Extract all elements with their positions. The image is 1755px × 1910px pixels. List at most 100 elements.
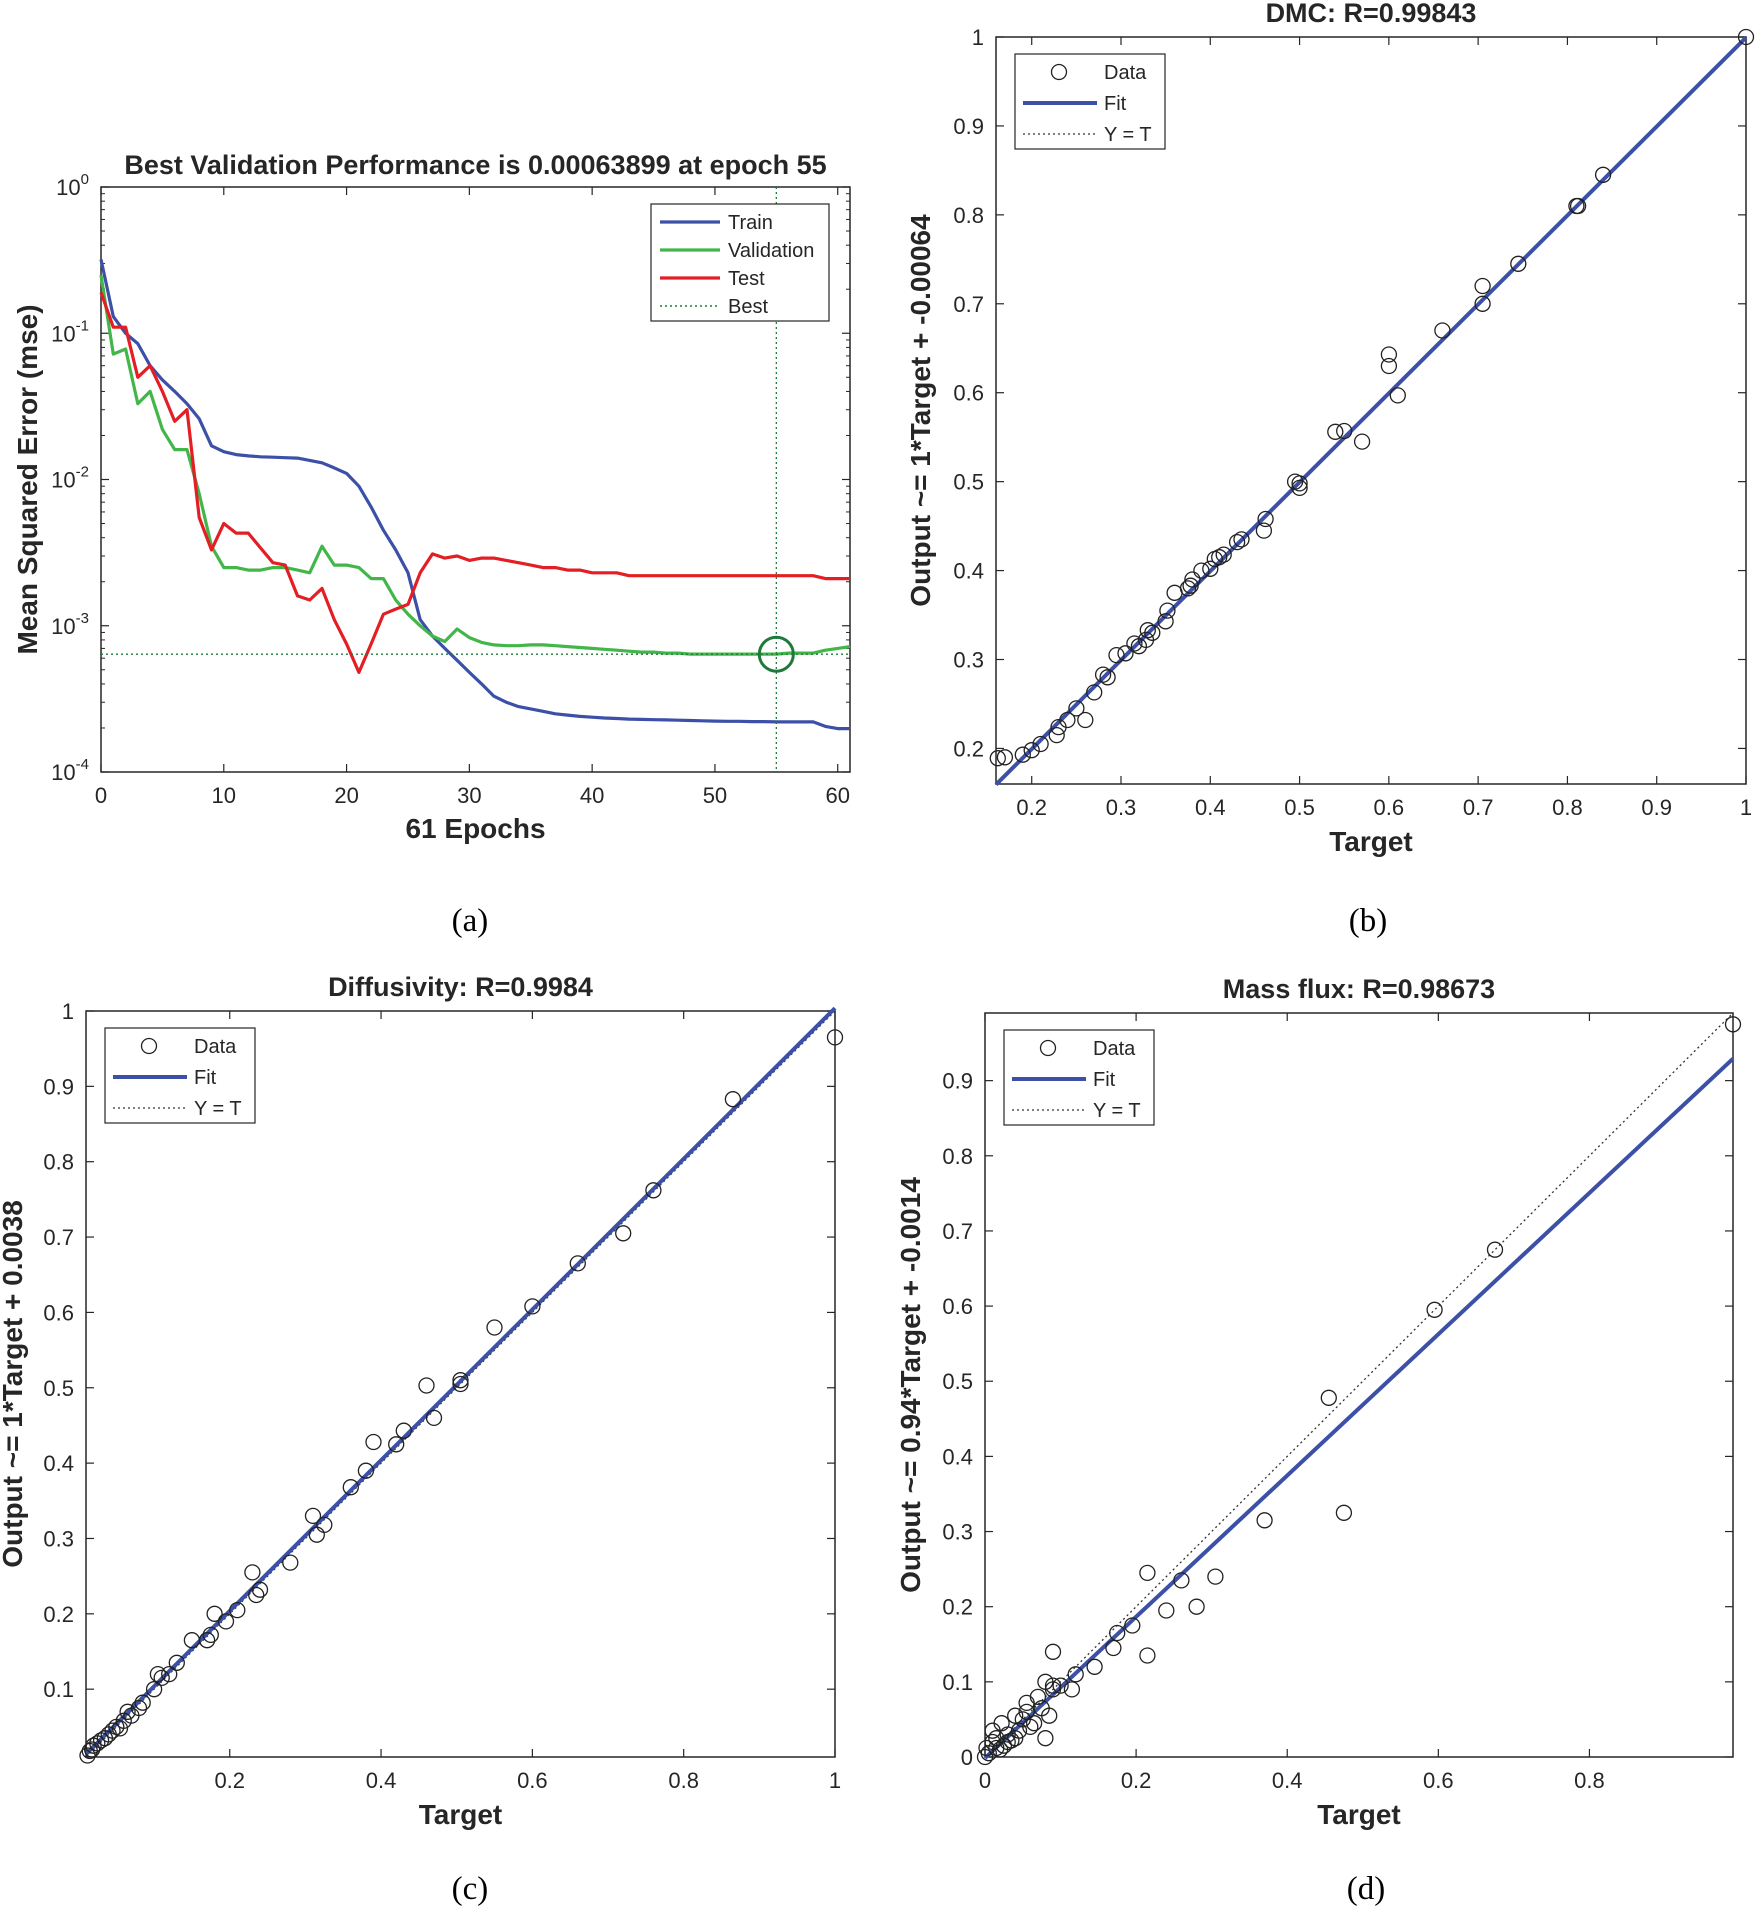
y-tick-label: 1	[972, 25, 984, 50]
data-point	[229, 1601, 246, 1619]
x-axis-label: Target	[419, 1799, 503, 1830]
x-axis-label: Target	[1317, 1799, 1401, 1830]
data-point	[1184, 571, 1201, 588]
data-point	[1474, 277, 1491, 295]
y-tick-base: 10	[56, 175, 80, 200]
panel-c-diffusivity-regression: 0.2 0.4 0.6 0.8 1 0.1 0.2 0.3 0.4 0.5 0.6 0.7 0.8 0.9…	[0, 972, 844, 1830]
panel-a-performance-chart: 0 10 20 30 40 50 6010-410-310-210-1100TrainVal…	[12, 150, 851, 844]
data-point	[1380, 346, 1398, 363]
data-point	[524, 1298, 541, 1315]
y-tick-label: 0.5	[43, 1376, 74, 1401]
y-tick-label: 0.5	[942, 1369, 973, 1394]
data-point	[1211, 549, 1228, 566]
x-axis-label: 61 Epochs	[405, 813, 545, 844]
data-point	[1105, 1639, 1122, 1657]
data-point	[251, 1581, 269, 1598]
data-point	[1158, 1602, 1175, 1619]
data-point	[1179, 580, 1197, 597]
data-point	[569, 1255, 586, 1272]
data-point	[615, 1225, 632, 1242]
data-point	[1291, 479, 1308, 497]
y-tick-label: 10-2	[51, 464, 89, 493]
data-point	[119, 1703, 136, 1720]
chart-title: Diffusivity: R=0.9984	[328, 972, 593, 1002]
x-tick-label: 0.6	[1423, 1768, 1454, 1793]
caption-d: (d)	[1347, 1871, 1385, 1907]
y-tick-label: 0.7	[953, 292, 984, 317]
data-point	[388, 1436, 405, 1453]
data-point	[1067, 1666, 1084, 1683]
y-tick-exp: -1	[76, 317, 89, 334]
data-point	[1202, 560, 1219, 577]
data-point	[1256, 1512, 1273, 1529]
legend-label: Best	[728, 296, 768, 318]
data-point	[1255, 522, 1273, 539]
data-point	[1474, 295, 1491, 312]
legend-swatch-data	[1039, 1039, 1057, 1057]
legend: Data Fit Y = T	[1003, 1029, 1155, 1126]
y-tick-label: 10-4	[51, 756, 89, 785]
data-point	[1157, 613, 1174, 630]
data-point	[316, 1516, 333, 1534]
data-point	[1044, 1643, 1062, 1660]
data-point	[1059, 711, 1076, 729]
y-tick-label: 0.2	[953, 736, 984, 761]
data-point	[1139, 1564, 1156, 1582]
chart-title: Mass flux: R=0.98673	[1223, 974, 1495, 1004]
data-point	[1139, 1647, 1156, 1664]
data-point	[1594, 166, 1612, 183]
data-point	[134, 1694, 151, 1711]
data-point	[1099, 669, 1116, 686]
y-axis-label: Output ~= 1*Target + -0.00064	[905, 214, 936, 607]
data-point	[1389, 387, 1406, 404]
data-point	[1335, 1504, 1353, 1521]
data-point	[1108, 646, 1125, 664]
x-tick-label: 0.7	[1463, 795, 1494, 820]
data-point	[989, 750, 1006, 767]
data-point	[395, 1422, 412, 1439]
data-point	[1207, 1568, 1224, 1585]
data-point	[1510, 255, 1527, 272]
best-marker	[757, 635, 795, 673]
legend-label: Data	[1104, 62, 1147, 84]
y-tick-label: 0.6	[43, 1300, 74, 1325]
data-point	[1737, 28, 1755, 46]
data-point	[1139, 622, 1156, 639]
y-tick-label: 100	[56, 171, 89, 200]
chart-title: Best Validation Performance is 0.0006389…	[124, 150, 826, 180]
data-point	[1109, 1624, 1126, 1642]
data-point	[1041, 1707, 1058, 1724]
data-point	[1010, 1722, 1028, 1739]
data-point	[1434, 322, 1451, 339]
legend-label: Train	[728, 212, 773, 234]
panel-d-massflux-regression: 0 0.2 0.4 0.6 0.8 0 0.1 0.2 0.3 0.4 0.5 0.6 0.7 0.8 0.…	[895, 974, 1742, 1830]
data-point	[452, 1372, 469, 1389]
panel-b-dmc-regression: 0.2 0.3 0.4 0.5 0.6 0.7 0.8 0.9 1 0.2 0.3 0.4 0.5 0.6…	[905, 0, 1755, 857]
y-tick-label: 0.4	[953, 559, 984, 584]
data-point	[202, 1626, 219, 1644]
data-point	[1257, 510, 1274, 528]
x-tick-label: 0.2	[214, 1768, 245, 1793]
data-point	[1569, 197, 1587, 215]
data-point	[1007, 1707, 1024, 1724]
y-tick-label: 0.1	[942, 1670, 973, 1695]
data-point	[1320, 1389, 1337, 1406]
data-point	[1124, 1617, 1141, 1634]
x-tick-label: 0.8	[1574, 1768, 1605, 1793]
data-point	[1052, 1677, 1069, 1694]
data-point	[304, 1507, 322, 1525]
data-point	[1014, 746, 1031, 763]
x-tick-label: 0	[95, 783, 107, 808]
x-tick-label: 0.9	[1641, 795, 1672, 820]
y-tick-label: 0.3	[953, 648, 984, 673]
data-point	[1291, 475, 1308, 492]
data-point	[168, 1654, 185, 1671]
y-tick-label: 0.8	[953, 203, 984, 228]
x-tick-label: 10	[212, 783, 236, 808]
data-point	[1086, 1658, 1103, 1675]
data-point	[645, 1182, 662, 1199]
data-point	[1025, 1715, 1043, 1732]
data-point	[1029, 1688, 1047, 1706]
caption-a: (a)	[452, 903, 489, 939]
